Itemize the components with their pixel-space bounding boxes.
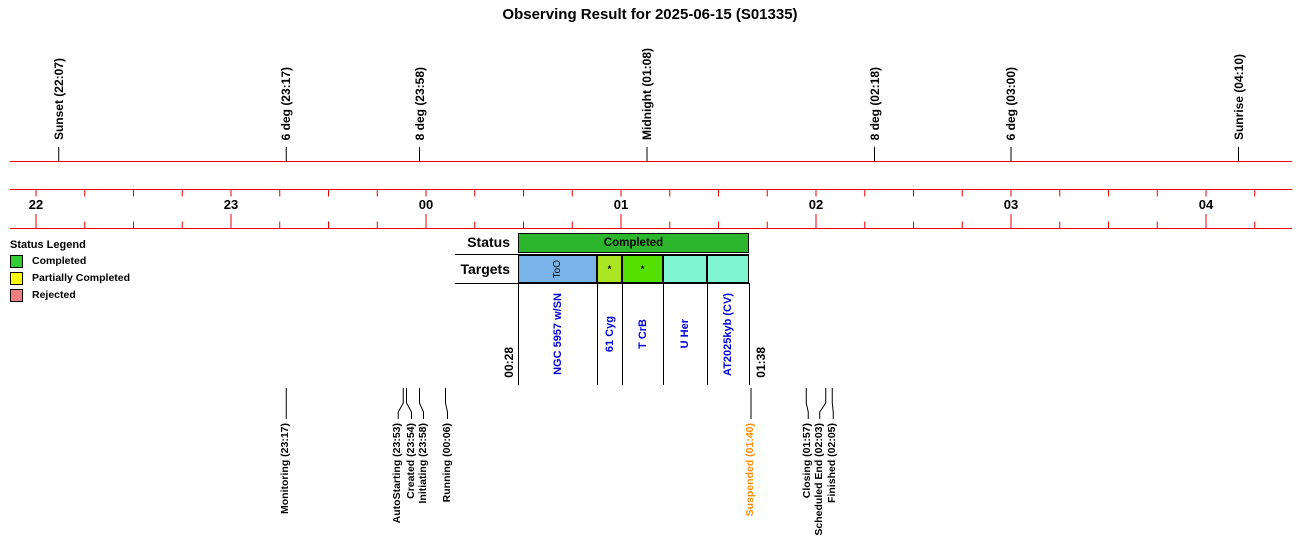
hour-label: 01: [613, 197, 629, 212]
sun-event-ticks: [58, 147, 1239, 162]
sun-event-label: Midnight (01:08): [640, 48, 654, 140]
status-legend: Status Legend Completed Partially Complet…: [10, 239, 130, 302]
legend-item-label: Rejected: [32, 289, 76, 301]
axis-lines: [10, 161, 1292, 229]
target-name-column: U Her: [677, 284, 693, 384]
hour-label: 22: [28, 197, 44, 212]
process-event-label: Finished (02:05): [826, 423, 839, 503]
window-end-time: 01:38: [754, 347, 768, 378]
hour-label: 23: [223, 197, 239, 212]
legend-item-label: Partially Completed: [32, 272, 131, 284]
target-cell: *: [622, 255, 663, 283]
page-title: Observing Result for 2025-06-15 (S01335): [502, 6, 798, 23]
target-cell: ToO: [518, 255, 597, 283]
sun-event-label: 8 deg (02:18): [867, 66, 882, 140]
target-name: U Her: [679, 319, 691, 349]
rejected-swatch: [10, 289, 23, 302]
legend-title: Status Legend: [10, 239, 86, 251]
target-name-column: NGC 5957 w/SN: [550, 284, 566, 384]
target-cell: [663, 255, 707, 283]
hour-label: 04: [1198, 197, 1214, 212]
hour-label: 02: [808, 197, 824, 212]
status-bar-completed: Completed: [518, 233, 749, 253]
target-name: T CrB: [636, 319, 649, 349]
legend-item: Partially Completed: [10, 272, 130, 285]
process-event-lines: [285, 388, 834, 419]
sun-event-label: Sunset (22:07): [51, 57, 66, 140]
target-name-column: AT2025kyb (CV): [720, 284, 736, 384]
target-cell: *: [597, 255, 622, 283]
target-name-column: T CrB: [635, 284, 651, 384]
target-name-column: 61 Cyg: [602, 284, 618, 384]
legend-item: Completed: [10, 255, 130, 268]
process-event-label: AutoStarting (23:53): [391, 423, 404, 524]
target-cell: [707, 255, 749, 283]
status-row-label: Status: [467, 234, 510, 250]
process-event-label: Monitoring (23:17): [279, 423, 292, 514]
partially-completed-swatch: [10, 272, 23, 285]
targets-row-label: Targets: [460, 261, 510, 277]
hour-label: 00: [418, 197, 434, 212]
hour-label: 03: [1003, 197, 1019, 212]
process-event-label: Scheduled End (02:03): [812, 423, 825, 536]
process-event-label: Suspended (01:40): [744, 423, 756, 517]
observation-marker: *: [640, 263, 645, 274]
window-start-time: 00:28: [502, 347, 516, 378]
process-event-label: Running (00:06): [440, 423, 453, 503]
legend-item: Rejected: [10, 289, 130, 302]
legend-items: Completed Partially Completed Rejected: [10, 255, 130, 302]
sun-event-label: 6 deg (03:00): [1004, 66, 1018, 140]
process-event-label: Initiating (23:58): [416, 423, 429, 504]
legend-item-label: Completed: [32, 255, 87, 267]
target-name: AT2025kyb (CV): [722, 292, 734, 376]
sun-event-label: Sunrise (04:10): [1231, 53, 1246, 140]
target-name: NGC 5957 w/SN: [551, 293, 564, 375]
sun-event-label: 8 deg (23:58): [412, 66, 427, 140]
completed-swatch: [10, 255, 23, 268]
target-name: 61 Cyg: [603, 315, 616, 353]
sun-event-label: 6 deg (23:17): [279, 66, 294, 140]
observation-marker: *: [607, 263, 612, 274]
too-label: ToO: [552, 259, 563, 279]
